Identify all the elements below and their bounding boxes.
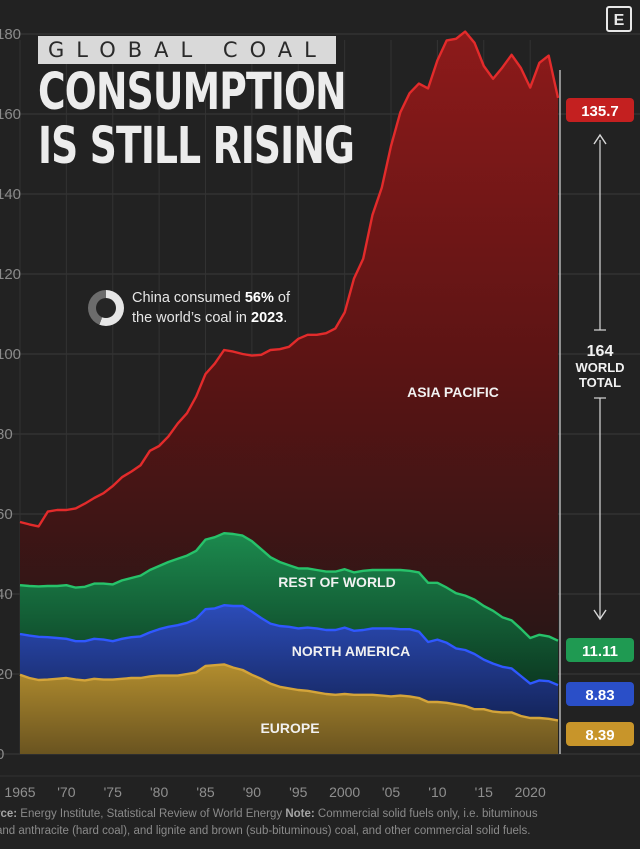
china-callout: China consumed 56% of the world’s coal i… [88,288,348,330]
badge-bg [566,722,634,746]
y-tick-label: 100 [0,346,21,363]
badge-value: 135.7 [581,103,619,120]
chart-labels: 0 20 40 60 80 100 120 140 160 180 1965 '70 '75 '80 '85… [0,26,634,800]
note-label: Note: [285,808,315,820]
north-america-line [19,604,559,687]
y-tick-label: 180 [0,26,21,43]
world-total-label-2: TOTAL [579,375,621,390]
rest-of-world-value-badge: 11.11 [566,638,634,662]
x-tick-label: '90 [243,784,261,800]
x-tick-label: '95 [289,784,307,800]
y-tick-label: 80 [0,426,13,443]
badge-bg [566,98,634,122]
y-tick-label: 0 [0,746,4,763]
y-tick-label: 160 [0,106,21,123]
badge-bg [566,638,634,662]
x-tick-label: '75 [104,784,122,800]
area-layer [20,31,558,754]
badge-value: 8.83 [585,687,614,704]
y-tick-label: 60 [0,506,13,523]
x-tick-label: '05 [382,784,400,800]
world-total-label-1: WORLD [575,360,624,375]
x-tick-label: '80 [150,784,168,800]
world-total-value: 164 [587,343,614,360]
x-tick-label: '15 [475,784,493,800]
europe-area [20,664,558,754]
title-line-1: CONSUMPTION [38,63,347,122]
series-lines [19,30,560,722]
rest-of-world-area [20,533,558,686]
asia-pacific-label: ASIA PACIFIC [407,384,499,400]
source-text: Energy Institute, Statistical Review of … [17,808,286,820]
asia-pacific-value-badge: 135.7 [566,98,634,122]
north-america-value-badge: 8.83 [566,682,634,706]
callout-text-4: . [283,310,288,326]
north-america-area [20,605,558,721]
asia-pacific-line [19,30,560,528]
asia-pacific-area [20,31,558,641]
europe-line [19,663,559,722]
callout-text-2: of [273,290,290,306]
x-tick-label: '10 [428,784,446,800]
donut-icon [88,290,124,326]
x-tick-label: 2000 [329,784,360,800]
title-main: CONSUMPTION IS STILL RISING [38,66,408,174]
europe-label: EUROPE [260,720,319,736]
callout-text-3: the world’s coal in [132,310,252,326]
title-kicker: GLOBAL COAL [38,36,336,64]
rest-of-world-label: REST OF WORLD [278,574,395,590]
callout-text-1: China consumed [132,290,245,306]
callout-text: China consumed 56% of the world’s coal i… [132,288,290,328]
y-tick-label: 20 [0,666,13,683]
badge-value: 8.39 [585,727,614,744]
arrow-down-icon [593,609,607,621]
callout-year: 2023 [251,310,284,326]
x-tick-label: 1965 [4,784,35,800]
note-text: Commercial solid fuels only, i.e. bitumi… [314,808,538,820]
rest-of-world-line [19,532,559,642]
badge-bg [566,682,634,706]
footer-line-1: rce: Energy Institute, Statistical Revie… [0,806,640,823]
source-note: rce: Energy Institute, Statistical Revie… [0,806,640,844]
badge-value: 11.11 [582,643,618,660]
title-line-2: IS STILL RISING [38,117,355,176]
x-tick-label: '85 [196,784,214,800]
y-tick-label: 40 [0,586,13,603]
chart-title: GLOBAL COAL CONSUMPTION IS STILL RISING [38,36,408,174]
callout-percent: 56% [244,290,274,306]
y-tick-label: 120 [0,266,21,283]
arrow-up-icon [593,133,607,145]
x-tick-label: 2020 [515,784,546,800]
europe-value-badge: 8.39 [566,722,634,746]
footer-line-2: and anthracite (hard coal), and lignite … [0,825,531,837]
x-tick-label: '70 [57,784,75,800]
source-label: rce: [0,808,18,820]
y-tick-label: 140 [0,186,21,203]
publisher-logo: E [606,6,632,32]
north-america-label: NORTH AMERICA [292,643,410,659]
